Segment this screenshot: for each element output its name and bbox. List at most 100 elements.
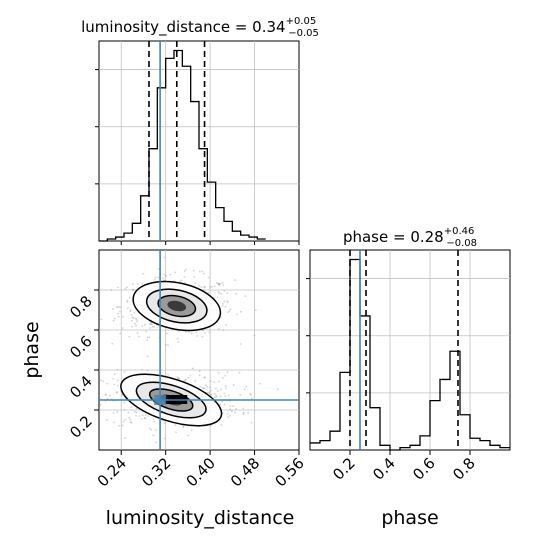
sample-point <box>226 300 229 303</box>
sample-point <box>141 414 144 417</box>
sample-point <box>227 394 230 397</box>
sample-point <box>115 306 118 309</box>
sample-point <box>242 407 245 410</box>
sample-point <box>204 285 206 288</box>
x-tick-label: 0.40 <box>183 454 219 490</box>
sample-point <box>218 283 221 285</box>
sample-point <box>99 403 102 406</box>
sample-point <box>224 385 227 388</box>
sample-point <box>194 380 197 383</box>
sample-point <box>146 369 149 372</box>
sample-point <box>223 392 226 395</box>
sample-point <box>144 323 146 326</box>
sample-point <box>165 274 168 277</box>
sample-point <box>137 335 140 338</box>
sample-point <box>123 401 126 404</box>
sample-point <box>250 421 253 424</box>
sample-point <box>219 395 222 398</box>
sample-point <box>232 384 235 386</box>
sample-point <box>222 283 225 286</box>
sample-point <box>112 377 115 380</box>
sample-point <box>206 391 209 394</box>
sample-point <box>174 271 177 274</box>
sample-point <box>197 284 200 287</box>
sample-point <box>243 388 246 391</box>
sample-point <box>163 437 166 440</box>
sample-point <box>140 418 143 420</box>
sample-point <box>207 291 210 294</box>
sample-point <box>239 343 242 345</box>
sample-point <box>131 316 134 319</box>
sample-point <box>250 393 252 396</box>
histogram-step <box>99 49 266 242</box>
y-ticks <box>95 69 300 245</box>
sample-point <box>208 391 211 393</box>
sample-point <box>124 287 127 290</box>
sample-point <box>220 388 223 391</box>
sample-point <box>209 425 212 427</box>
sample-point <box>216 282 218 284</box>
sample-point <box>182 425 185 428</box>
sample-point <box>117 306 120 308</box>
sample-point <box>112 319 115 322</box>
sample-point <box>218 292 221 295</box>
sample-point <box>245 385 248 388</box>
sample-point <box>130 314 133 316</box>
sample-point <box>200 286 203 288</box>
sample-point <box>218 282 221 285</box>
sample-point <box>184 378 187 381</box>
sample-point <box>135 411 138 413</box>
sample-point <box>190 429 193 432</box>
sample-point <box>183 270 186 273</box>
sample-point <box>162 277 164 279</box>
sample-point <box>136 283 139 285</box>
sample-point <box>134 322 136 325</box>
sample-point <box>222 328 225 331</box>
sample-point <box>195 331 198 334</box>
sample-point <box>133 312 136 314</box>
sample-point <box>254 309 257 312</box>
sample-point <box>112 308 114 310</box>
sample-point <box>223 300 226 303</box>
sample-point <box>117 384 119 387</box>
sample-point <box>154 429 157 431</box>
sample-point <box>178 378 180 380</box>
luminosity-distance-title: luminosity_distance = 0.34+0.05 −0.05 <box>81 16 319 39</box>
sample-point <box>220 424 223 426</box>
x-tick-label: 0.56 <box>271 454 307 490</box>
y-tick-label: 0.2 <box>66 412 96 442</box>
sample-point <box>132 316 135 319</box>
sample-point <box>146 355 149 358</box>
sample-point <box>235 292 238 295</box>
sample-point <box>154 276 157 279</box>
sample-point <box>148 336 151 339</box>
sample-point <box>184 378 187 381</box>
sample-point <box>201 387 204 389</box>
sample-point <box>218 284 221 286</box>
sample-point <box>216 390 219 392</box>
sample-point <box>135 414 137 417</box>
sample-point <box>217 282 220 285</box>
sample-point <box>201 329 204 332</box>
sample-point <box>122 420 125 423</box>
sample-point <box>115 391 118 394</box>
sample-point <box>102 380 105 383</box>
sample-point <box>157 276 160 279</box>
x-tick-labels: 0.24 0.32 0.40 0.48 0.56 <box>94 450 308 490</box>
sample-point <box>150 321 153 324</box>
sample-point <box>217 283 220 286</box>
sample-point <box>228 310 231 312</box>
sample-point <box>118 424 121 427</box>
sample-point <box>116 391 119 394</box>
sample-point <box>113 317 116 320</box>
sample-point <box>127 307 129 310</box>
sample-point <box>217 291 220 293</box>
sample-point <box>203 376 206 379</box>
sample-point <box>116 379 119 382</box>
sample-point <box>131 283 134 286</box>
sample-point <box>145 330 147 333</box>
sample-point <box>253 334 256 337</box>
sample-point <box>130 406 133 409</box>
sample-point <box>175 431 177 434</box>
sample-point <box>176 337 179 340</box>
